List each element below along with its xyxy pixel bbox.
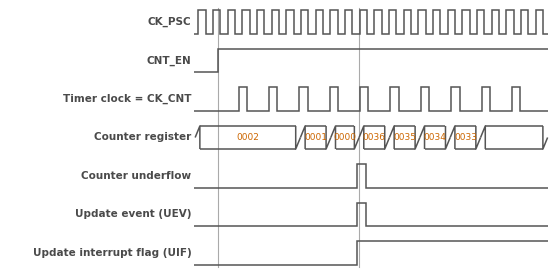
Text: 0034: 0034 — [424, 133, 446, 142]
Text: 0036: 0036 — [363, 133, 386, 142]
Text: Counter underflow: Counter underflow — [81, 171, 191, 181]
Text: 0000: 0000 — [333, 133, 357, 142]
Text: 0002: 0002 — [236, 133, 259, 142]
Text: CK_PSC: CK_PSC — [148, 17, 191, 27]
Text: Timer clock = CK_CNT: Timer clock = CK_CNT — [63, 94, 191, 104]
Text: Counter register: Counter register — [94, 133, 191, 142]
Text: 0001: 0001 — [304, 133, 327, 142]
Text: CNT_EN: CNT_EN — [147, 55, 191, 66]
Text: Update event (UEV): Update event (UEV) — [75, 210, 191, 219]
Text: 0035: 0035 — [393, 133, 416, 142]
Text: Update interrupt flag (UIF): Update interrupt flag (UIF) — [33, 248, 191, 258]
Text: 0033: 0033 — [454, 133, 477, 142]
